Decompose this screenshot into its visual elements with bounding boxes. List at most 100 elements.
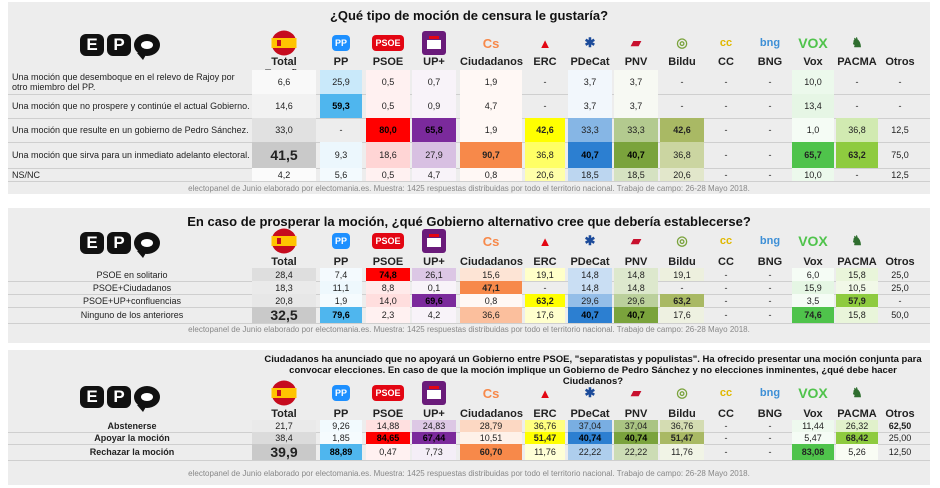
- table-cell: 1,9: [320, 294, 362, 307]
- table-cell: -: [724, 282, 728, 293]
- table-cell: 68,42: [836, 432, 878, 444]
- table-cell: -: [768, 169, 772, 180]
- table-cell: 51,47: [525, 432, 565, 444]
- table-cell: 18,3: [252, 281, 316, 294]
- col-header-psoe: PSOE: [372, 408, 404, 420]
- table-cell: 69,6: [412, 294, 456, 307]
- table-cell: 19,1: [660, 268, 704, 281]
- table-cell: -: [724, 421, 728, 431]
- table-cell: 0,8: [460, 294, 522, 307]
- table-cell: 27,9: [412, 142, 456, 168]
- pacma-logo-icon: ♞: [851, 35, 863, 50]
- table-cell: -: [724, 125, 728, 135]
- table-cell: -: [898, 101, 902, 111]
- table-cell: 28,4: [252, 268, 316, 281]
- erc-logo-icon: ▲: [538, 35, 552, 51]
- col-header-otros: Otros: [885, 256, 915, 268]
- table-cell: -: [768, 421, 772, 431]
- col-header-vox: Vox: [803, 256, 823, 268]
- table-cell: 5,6: [320, 168, 362, 181]
- table-cell: 4,7: [412, 168, 456, 181]
- table-cell: 75,0: [891, 150, 909, 160]
- table-cell: 47,1: [460, 281, 522, 294]
- table-cell: 3,7: [614, 70, 658, 94]
- col-header-bng: BNG: [757, 56, 783, 68]
- table-cell: 15,9: [792, 281, 834, 294]
- row-label: Ninguno de los anteriores: [80, 310, 184, 320]
- table-cell: 17,6: [525, 307, 565, 323]
- bng-logo-icon: bng: [759, 37, 781, 49]
- table-cell: 17,6: [660, 307, 704, 323]
- table-cell: 0,7: [412, 70, 456, 94]
- table-cell: -: [768, 447, 772, 457]
- table-cell: 11,76: [660, 444, 704, 460]
- col-header-up: UP+: [423, 56, 445, 68]
- table-cell: 5,47: [792, 432, 834, 444]
- table-cell: -: [768, 77, 772, 87]
- table-cell: 4,7: [460, 94, 522, 118]
- table-cell: 26,1: [412, 268, 456, 281]
- row-label: Abstenerse: [107, 421, 157, 431]
- logo-letter-p: P: [107, 386, 131, 408]
- col-header-pnv: PNV: [624, 56, 648, 68]
- col-header-pp: PP: [333, 56, 349, 68]
- col-header-ciudadanos: Ciudadanos: [460, 256, 523, 268]
- ciudadanos-logo-icon: Cs: [482, 35, 500, 51]
- logo-letter-p: P: [107, 34, 131, 56]
- table-cell: 1,9: [460, 70, 522, 94]
- table-cell: 32,5: [252, 307, 316, 323]
- logo-letter-p: P: [107, 232, 131, 254]
- table-cell: 37,04: [614, 420, 658, 432]
- table-cell: 11,44: [792, 420, 834, 432]
- ciudadanos-logo-icon: Cs: [482, 233, 500, 249]
- bng-logo-icon: bng: [759, 235, 781, 247]
- section-title: Ciudadanos ha anunciado que no apoyará u…: [264, 354, 922, 387]
- table-cell: -: [855, 169, 859, 180]
- ciudadanos-logo-icon: Cs: [482, 385, 500, 401]
- erc-logo-icon: ▲: [538, 233, 552, 249]
- table-cell: 11,76: [525, 444, 565, 460]
- col-header-vox: Vox: [803, 56, 823, 68]
- pp-logo-icon: PP: [324, 30, 358, 56]
- vox-logo-icon: VOX: [798, 385, 828, 401]
- table-cell: -: [855, 77, 859, 87]
- table-cell: 59,3: [320, 94, 362, 118]
- table-cell: 0,5: [366, 94, 410, 118]
- vox-logo-icon: VOX: [798, 233, 828, 249]
- col-header-bildu: Bildu: [668, 56, 696, 68]
- col-header-pnv: PNV: [624, 408, 648, 420]
- pdecat-logo-icon: ✱: [584, 233, 596, 248]
- col-header-pdecat: PDeCat: [570, 56, 610, 68]
- table-cell: 21,7: [252, 420, 316, 432]
- table-cell: 15,6: [460, 268, 522, 281]
- table-cell: 39,9: [252, 444, 316, 460]
- table-cell: 40,7: [614, 307, 658, 323]
- row-separator: [8, 181, 930, 182]
- table-cell: 36,8: [836, 118, 878, 142]
- row-separator: [8, 323, 930, 324]
- table-cell: -: [724, 150, 728, 160]
- table-cell: -: [724, 101, 728, 111]
- table-cell: 40,7: [568, 142, 612, 168]
- table-cell: 10,0: [792, 70, 834, 94]
- table-cell: 4,2: [412, 307, 456, 323]
- table-cell: 62,50: [888, 421, 912, 431]
- table-cell: 29,6: [568, 294, 612, 307]
- spain-flag-icon: [267, 380, 301, 406]
- table-cell: -: [543, 77, 547, 87]
- footer-note: electopanel de Junio elaborado por elect…: [188, 184, 750, 193]
- table-cell: 9,26: [320, 420, 362, 432]
- pnv-logo-icon: ▰: [631, 233, 641, 248]
- table-cell: 36,76: [660, 420, 704, 432]
- col-header-bildu: Bildu: [668, 408, 696, 420]
- table-cell: -: [768, 150, 772, 160]
- table-cell: 14,8: [614, 268, 658, 281]
- logo-letter-e: E: [80, 34, 104, 56]
- erc-logo-icon: ▲: [538, 385, 552, 401]
- section-title: En caso de prosperar la moción, ¿qué Gob…: [187, 214, 751, 229]
- cc-logo-icon: cc: [719, 235, 733, 247]
- table-cell: 3,7: [568, 94, 612, 118]
- table-cell: 25,9: [320, 70, 362, 94]
